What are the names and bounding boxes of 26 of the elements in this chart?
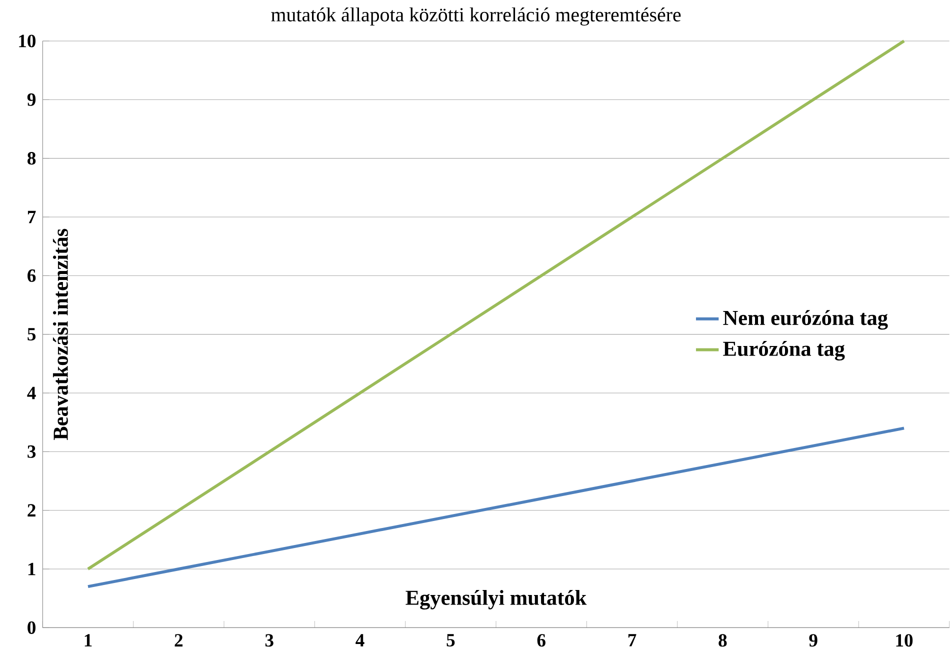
y-tick-label: 10 — [19, 34, 36, 48]
x-tick-label: 1 — [84, 634, 92, 646]
x-tick-label: 2 — [174, 634, 183, 646]
y-tick-label: 3 — [28, 445, 36, 458]
legend-label: Eurózóna tag — [723, 340, 845, 360]
x-tick-label: 7 — [628, 634, 636, 646]
x-tick-label: 10 — [896, 634, 913, 647]
y-tick-label: 2 — [28, 504, 36, 516]
legend-label: Nem eurózóna tag — [723, 310, 888, 330]
y-tick-label: 0 — [28, 621, 36, 634]
y-tick-label: 5 — [28, 328, 36, 341]
x-tick-label: 6 — [537, 634, 546, 647]
chart-title: mutatók állapota közötti korreláció megteremtésére — [271, 7, 681, 26]
y-axis-title: Beavatkozási intenzitás — [52, 228, 68, 440]
x-tick-label: 9 — [809, 634, 818, 647]
x-tick-label: 8 — [718, 634, 727, 647]
y-tick-label: 1 — [28, 562, 36, 576]
y-tick-label: 4 — [27, 386, 36, 400]
y-tick-label: 6 — [28, 269, 36, 282]
y-tick-label: 8 — [28, 152, 36, 165]
x-tick-label: 4 — [356, 634, 364, 646]
x-axis-title: Egyensúlyi mutatók — [406, 590, 587, 610]
x-tick-label: 5 — [446, 634, 455, 646]
y-tick-label: 7 — [28, 210, 36, 224]
y-tick-label: 9 — [27, 93, 36, 106]
x-tick-label: 3 — [265, 634, 274, 647]
